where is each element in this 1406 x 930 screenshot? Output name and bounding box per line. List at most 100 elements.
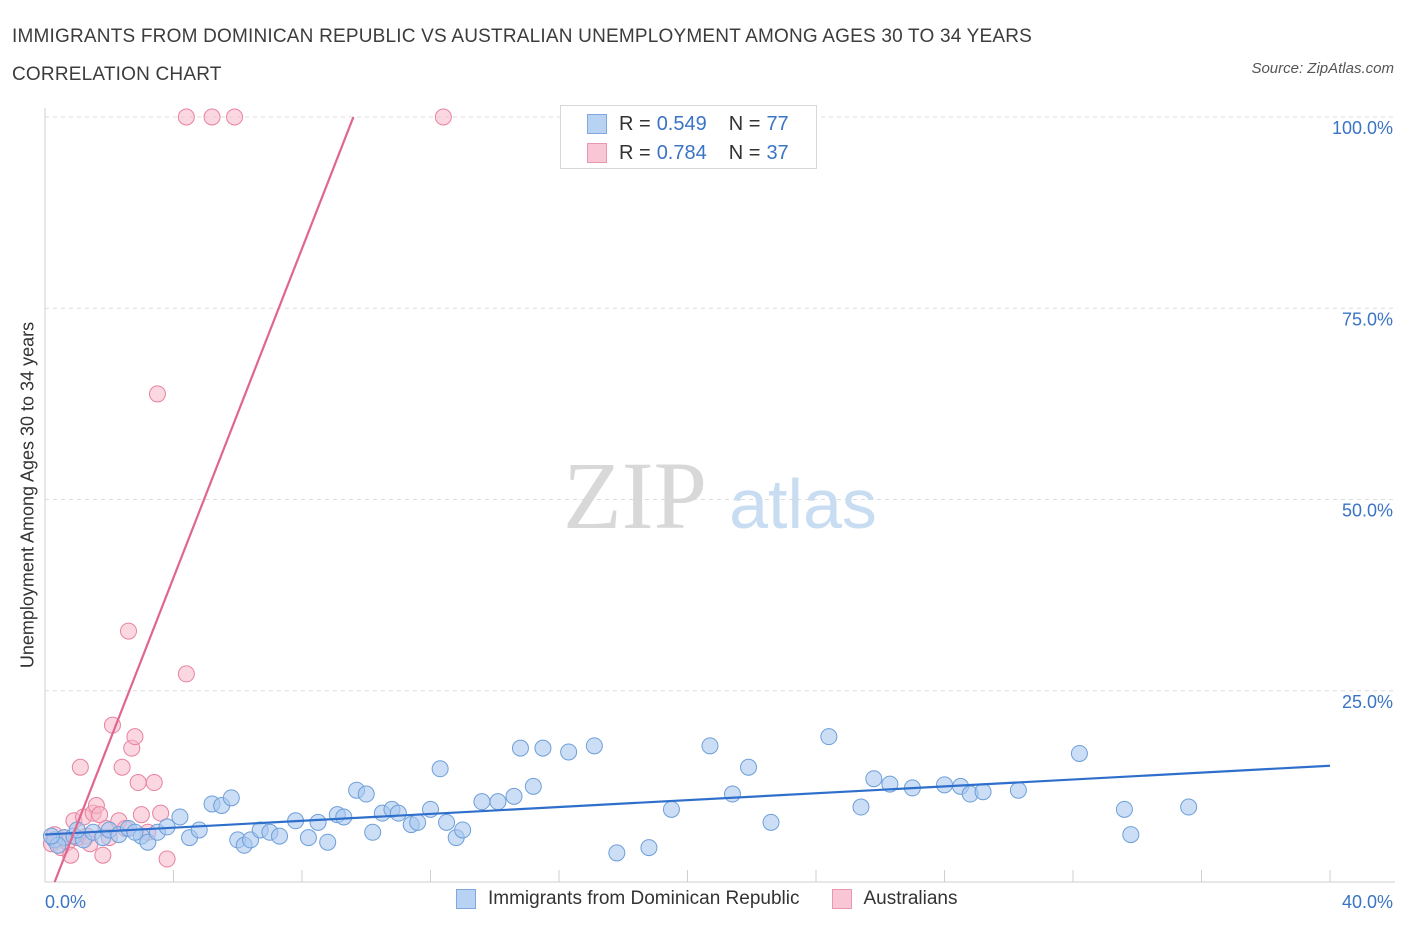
data-point-dominican	[389, 804, 407, 822]
data-point-australians	[158, 850, 176, 868]
data-point-dominican	[640, 839, 658, 857]
data-point-australians	[120, 622, 138, 640]
r-label: R =	[619, 112, 651, 135]
data-point-australians	[203, 108, 221, 126]
r-value: 0.549	[656, 112, 707, 135]
data-point-australians	[91, 806, 109, 824]
data-point-australians	[126, 728, 144, 746]
data-point-dominican	[740, 758, 758, 776]
data-point-dominican	[438, 813, 456, 831]
n-label: N =	[728, 141, 761, 164]
series-legend: Immigrants from Dominican Republic Austr…	[456, 888, 990, 910]
y-tick-label: 100.0%	[1332, 118, 1393, 138]
n-value: 37	[766, 141, 789, 164]
data-point-australians	[129, 774, 147, 792]
data-point-dominican	[409, 813, 427, 831]
n-label: N =	[728, 112, 761, 135]
data-point-dominican	[364, 823, 382, 841]
data-point-dominican	[1115, 800, 1133, 818]
data-point-dominican	[319, 833, 337, 851]
data-point-australians	[177, 108, 195, 126]
data-point-dominican	[662, 800, 680, 818]
watermark-atlas: atlas	[729, 465, 877, 543]
dominican-points	[42, 728, 1198, 862]
data-point-dominican	[126, 823, 144, 841]
data-point-australians	[434, 108, 452, 126]
data-point-dominican	[762, 813, 780, 831]
data-point-australians	[94, 846, 112, 864]
x-tick-label: 0.0%	[45, 892, 86, 912]
data-point-dominican	[511, 739, 529, 757]
data-point-dominican	[190, 821, 208, 839]
data-point-dominican	[1122, 826, 1140, 844]
blue-swatch	[456, 889, 476, 909]
data-point-australians	[145, 774, 163, 792]
data-point-australians	[177, 665, 195, 683]
x-tick-labels: 0.0% 40.0%	[45, 892, 1393, 912]
data-point-dominican	[1070, 744, 1088, 762]
legend-row-blue: R = 0.549 N = 77	[561, 109, 789, 139]
data-point-dominican	[473, 793, 491, 811]
legend-label: Australians	[863, 888, 958, 909]
data-point-dominican	[936, 776, 953, 794]
data-point-dominican	[222, 789, 240, 807]
grid	[45, 116, 1395, 692]
trend-line-australians	[53, 116, 355, 883]
data-point-dominican	[309, 813, 327, 831]
axes	[44, 108, 1395, 883]
legend-row-pink: R = 0.784 N = 37	[561, 138, 789, 168]
data-point-dominican	[974, 783, 992, 801]
trend-line-dominican	[44, 764, 1331, 836]
data-point-australians	[148, 385, 166, 403]
legend-item-dominican[interactable]: Immigrants from Dominican Republic	[456, 888, 800, 910]
data-point-australians	[226, 108, 244, 126]
data-point-dominican	[560, 743, 578, 761]
data-point-dominican	[489, 793, 507, 811]
data-point-dominican	[723, 785, 741, 803]
trend-lines	[44, 116, 1331, 883]
data-point-dominican	[1180, 798, 1198, 816]
data-point-dominican	[1009, 781, 1027, 799]
source-label: Source: ZipAtlas.com	[1251, 60, 1394, 77]
pink-swatch	[831, 889, 852, 909]
data-point-dominican	[271, 827, 289, 845]
data-point-dominican	[454, 821, 472, 839]
r-label: R =	[619, 141, 651, 164]
watermark: ZIP atlas	[563, 442, 877, 549]
data-point-dominican	[335, 808, 353, 826]
data-point-dominican	[608, 844, 626, 862]
data-point-dominican	[505, 787, 523, 805]
x-tick-label: 40.0%	[1342, 892, 1393, 912]
data-point-australians	[71, 758, 89, 776]
correlation-legend: R = 0.549 N = 77 R = 0.784 N = 37	[560, 105, 817, 169]
data-point-australians	[152, 804, 170, 822]
data-point-dominican	[299, 829, 317, 847]
data-point-dominican	[534, 739, 552, 757]
chart-title: IMMIGRANTS FROM DOMINICAN REPUBLIC VS AU…	[12, 26, 1033, 85]
data-point-dominican	[820, 728, 838, 746]
data-point-dominican	[852, 798, 870, 816]
watermark-zip: ZIP	[563, 442, 707, 549]
data-point-dominican	[524, 777, 542, 795]
data-point-australians	[113, 758, 131, 776]
y-tick-label: 75.0%	[1342, 309, 1393, 329]
r-value: 0.784	[656, 141, 707, 164]
data-point-dominican	[171, 808, 189, 826]
n-value: 77	[766, 112, 789, 135]
data-point-dominican	[357, 785, 375, 803]
data-point-australians	[132, 806, 150, 824]
blue-swatch	[587, 114, 607, 134]
y-tick-label: 50.0%	[1342, 501, 1393, 521]
data-point-dominican	[585, 737, 603, 755]
legend-item-australians[interactable]: Australians	[831, 888, 958, 910]
data-point-dominican	[865, 770, 883, 788]
y-axis-label: Unemployment Among Ages 30 to 34 years	[17, 321, 38, 669]
legend-label: Immigrants from Dominican Republic	[488, 888, 800, 909]
y-tick-label: 25.0%	[1342, 692, 1393, 712]
data-point-dominican	[701, 737, 719, 755]
y-tick-labels: 25.0% 50.0% 75.0% 100.0%	[1332, 118, 1393, 712]
data-point-dominican	[431, 760, 449, 778]
pink-swatch	[587, 143, 607, 163]
data-point-dominican	[42, 827, 60, 845]
